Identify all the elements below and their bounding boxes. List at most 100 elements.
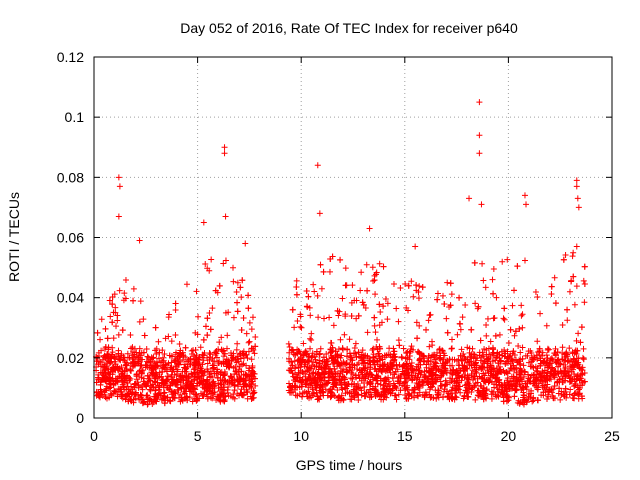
data-point-marker: [417, 355, 424, 362]
data-point-marker: [139, 384, 146, 391]
data-point-marker: [191, 370, 198, 377]
data-point-marker: [314, 162, 321, 169]
data-point-marker: [440, 356, 447, 363]
data-point-marker: [390, 280, 397, 287]
data-point-marker: [353, 374, 360, 381]
data-point-marker: [233, 289, 240, 296]
data-point-marker: [112, 304, 119, 311]
data-point-marker: [370, 345, 377, 352]
data-point-marker: [499, 386, 506, 393]
data-point-marker: [534, 365, 541, 372]
data-point-marker: [422, 374, 429, 381]
data-point-marker: [326, 314, 333, 321]
data-point-marker: [326, 268, 333, 275]
data-point-marker: [387, 381, 394, 388]
data-point-marker: [520, 384, 527, 391]
data-point-marker: [551, 382, 558, 389]
data-point-marker: [349, 357, 356, 364]
data-point-marker: [158, 380, 165, 387]
data-point-marker: [289, 306, 296, 313]
data-point-marker: [409, 367, 416, 374]
data-point-marker: [172, 390, 179, 397]
x-tick-label: 15: [397, 428, 413, 444]
data-point-marker: [393, 361, 400, 368]
data-point-marker: [363, 389, 370, 396]
data-point-marker: [478, 383, 485, 390]
data-point-marker: [154, 379, 161, 386]
data-point-marker: [352, 350, 359, 357]
data-point-marker: [174, 378, 181, 385]
data-point-marker: [317, 373, 324, 380]
data-point-marker: [355, 312, 362, 319]
data-point-marker: [476, 392, 483, 399]
data-point-marker: [227, 350, 234, 357]
data-point-marker: [213, 396, 220, 403]
data-point-marker: [376, 301, 383, 308]
data-point-marker: [237, 355, 244, 362]
data-point-marker: [515, 342, 522, 349]
data-point-marker: [313, 389, 320, 396]
data-point-marker: [374, 336, 381, 343]
data-point-marker: [159, 347, 166, 354]
data-point-marker: [539, 349, 546, 356]
data-point-marker: [573, 243, 580, 250]
data-point-marker: [520, 392, 527, 399]
data-point-marker: [408, 278, 415, 285]
data-point-marker: [103, 395, 110, 402]
data-point-marker: [181, 364, 188, 371]
data-point-marker: [559, 356, 566, 363]
data-point-marker: [104, 335, 111, 342]
data-point-marker: [298, 378, 305, 385]
data-point-marker: [521, 398, 528, 405]
data-point-marker: [110, 335, 117, 342]
data-point-marker: [288, 389, 295, 396]
data-point-marker: [105, 344, 112, 351]
data-point-marker: [193, 395, 200, 402]
x-axis-label: GPS time / hours: [296, 457, 403, 473]
data-point-marker: [414, 384, 421, 391]
data-point-marker: [516, 400, 523, 407]
data-point-marker: [573, 183, 580, 190]
data-point-marker: [360, 301, 367, 308]
x-tick-label: 10: [293, 428, 309, 444]
data-point-marker: [411, 384, 418, 391]
data-point-marker: [367, 364, 374, 371]
data-point-marker: [139, 400, 146, 407]
data-point-marker: [517, 349, 524, 356]
data-point-marker: [342, 311, 349, 318]
data-point-marker: [329, 253, 336, 260]
data-point-marker: [229, 379, 236, 386]
data-point-marker: [348, 361, 355, 368]
data-point-marker: [237, 284, 244, 291]
data-point-marker: [377, 392, 384, 399]
data-point-marker: [173, 370, 180, 377]
data-point-marker: [167, 382, 174, 389]
data-point-marker: [189, 398, 196, 405]
data-point-marker: [180, 383, 187, 390]
data-point-marker: [411, 389, 418, 396]
data-point-marker: [294, 374, 301, 381]
data-point-marker: [200, 378, 207, 385]
data-point-marker: [252, 333, 259, 340]
data-point-marker: [480, 360, 487, 367]
data-point-marker: [116, 183, 123, 190]
data-point-marker: [574, 372, 581, 379]
data-point-marker: [298, 358, 305, 365]
y-tick-label: 0.12: [57, 49, 84, 65]
data-point-marker: [451, 378, 458, 385]
data-point-marker: [319, 382, 326, 389]
data-point-marker: [504, 256, 511, 263]
data-point-marker: [184, 397, 191, 404]
data-point-marker: [428, 338, 435, 345]
data-point-marker: [380, 263, 387, 270]
data-point-marker: [414, 393, 421, 400]
data-point-marker: [505, 339, 512, 346]
data-point-marker: [509, 302, 516, 309]
data-point-marker: [364, 329, 371, 336]
data-point-marker: [486, 351, 493, 358]
data-point-marker: [140, 349, 147, 356]
data-point-marker: [128, 345, 135, 352]
data-point-marker: [184, 381, 191, 388]
data-point-marker: [177, 391, 184, 398]
data-point-marker: [119, 327, 126, 334]
